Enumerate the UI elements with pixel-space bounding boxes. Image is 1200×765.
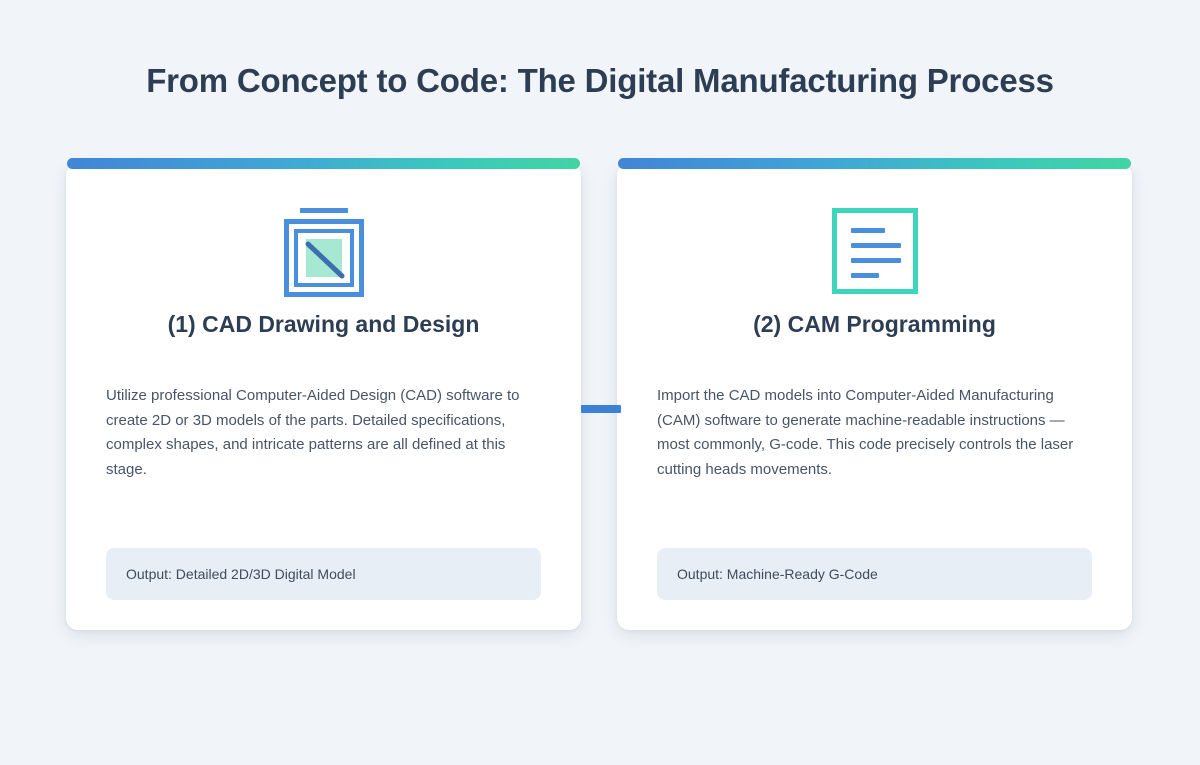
card-output-badge: Output: Detailed 2D/3D Digital Model: [106, 548, 541, 600]
page-title: From Concept to Code: The Digital Manufa…: [146, 62, 1054, 99]
card-heading: (2) CAM Programming: [753, 311, 996, 337]
cam-programming-icon: [831, 208, 918, 294]
cam-icon-line-3: [850, 258, 901, 263]
cad-drawing-icon: [278, 205, 370, 297]
card-body-text: Import the CAD models into Computer-Aide…: [657, 387, 1074, 478]
cad-icon-inner-frame: [293, 229, 354, 287]
card-accent-bar: [67, 158, 580, 169]
cad-icon-outer-frame: [283, 219, 364, 297]
card-icon-container: [657, 205, 1092, 297]
card-output-badge: Output: Machine-Ready G-Code: [657, 548, 1092, 600]
process-step-card-cam[interactable]: (2) CAM Programming Import the CAD model…: [617, 158, 1132, 630]
cad-icon-diagonal-line: [305, 241, 344, 279]
cam-icon-line-1: [850, 228, 885, 233]
process-steps-row: (1) CAD Drawing and Design Utilize profe…: [66, 158, 1132, 630]
process-step-card-cad[interactable]: (1) CAD Drawing and Design Utilize profe…: [66, 158, 581, 630]
cam-icon-line-2: [850, 243, 901, 248]
card-body-text: Utilize professional Computer-Aided Desi…: [106, 387, 520, 478]
step-connector: [581, 405, 621, 413]
cad-icon-top-bar: [299, 208, 348, 213]
card-accent-bar: [618, 158, 1131, 169]
card-heading: (1) CAD Drawing and Design: [167, 311, 480, 337]
cam-icon-line-4: [850, 273, 879, 278]
card-icon-container: [106, 205, 541, 297]
